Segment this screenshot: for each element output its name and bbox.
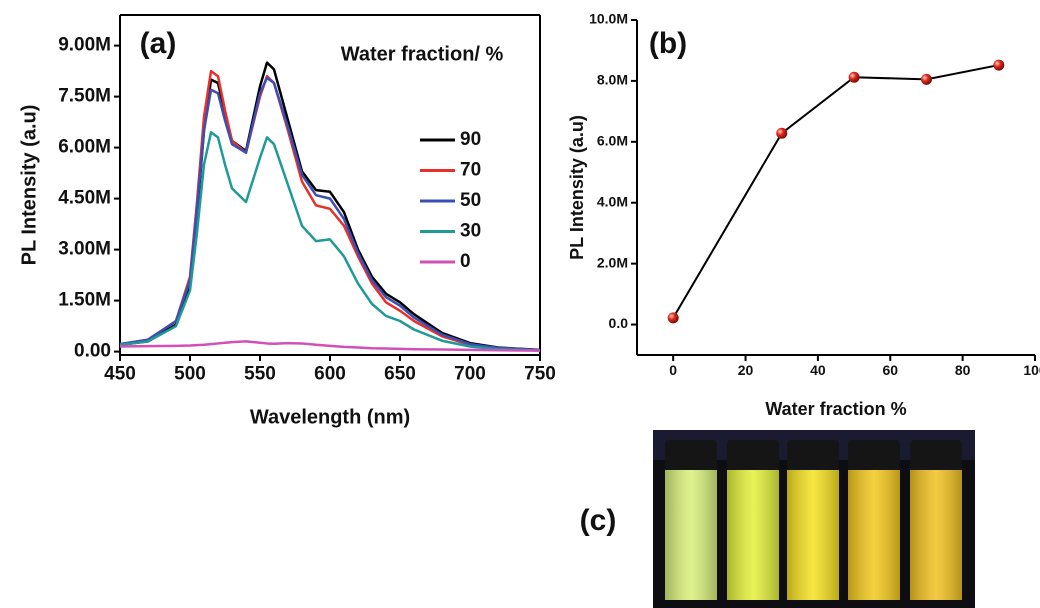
series-line (119, 340, 541, 352)
x-tick-label: 450 (104, 363, 136, 384)
legend-label: 30 (460, 221, 481, 242)
x-tick-label: 550 (244, 363, 276, 384)
chart: 0 20 40 60 80 100 0.0 2.0M 4.0M 6.0M 8.0M 10.0M Wate… (567, 11, 1040, 419)
y-axis-label: PL Intensity (a.u) (567, 115, 587, 260)
x-tick-label: 60 (882, 362, 898, 378)
chart: 450 500 550 600 650 700 7500.001.50M3.00M4.50M… (18, 14, 556, 428)
x-tick-label: 500 (174, 363, 206, 384)
y-tick-label: 10.0M (589, 11, 628, 27)
x-tick-label: 700 (454, 363, 486, 384)
x-axis-label: Wavelength (nm) (250, 406, 410, 428)
x-tick-label: 650 (384, 363, 416, 384)
point (920, 73, 932, 85)
y-tick-label: 6.0M (597, 133, 628, 149)
x-tick-label: 20 (738, 362, 754, 378)
photo (653, 430, 975, 608)
y-tick-label: 1.50M (58, 290, 111, 311)
y-tick-label: 3.00M (58, 239, 111, 260)
y-tick-label: 2.0M (597, 254, 628, 270)
panel-label: (c) (580, 504, 617, 537)
x-tick-label: 750 (524, 363, 556, 384)
y-axis-label: PL Intensity (a.u) (18, 105, 40, 266)
legend-label: 90 (460, 129, 481, 150)
y-tick-label: 8.0M (597, 72, 628, 88)
x-tick-label: 80 (955, 362, 971, 378)
y-tick-label: 7.50M (58, 86, 111, 107)
x-tick-label: 100 (1023, 362, 1040, 378)
series-line (672, 64, 1000, 319)
y-tick-label: 6.00M (58, 137, 111, 158)
legend-title: Water fraction/ % (341, 43, 504, 65)
point (667, 312, 679, 324)
x-tick-label: 0 (669, 362, 677, 378)
y-tick-label: 4.0M (597, 193, 628, 209)
panel-label: (b) (649, 27, 687, 60)
legend-label: 0 (460, 251, 471, 272)
series-line (119, 131, 541, 352)
x-axis-label: Water fraction % (765, 399, 906, 419)
legend-label: 70 (460, 160, 481, 181)
legend-label: 50 (460, 190, 481, 211)
x-tick-label: 600 (314, 363, 346, 384)
point (848, 71, 860, 83)
point (993, 59, 1005, 71)
point (776, 127, 788, 139)
y-tick-label: 9.00M (58, 35, 111, 56)
panel-label: (a) (140, 27, 177, 60)
y-tick-label: 4.50M (58, 188, 111, 209)
y-tick-label: 0.0 (609, 315, 629, 331)
series-line (119, 76, 541, 352)
y-tick-label: 0.00 (74, 341, 111, 362)
x-tick-label: 40 (810, 362, 826, 378)
